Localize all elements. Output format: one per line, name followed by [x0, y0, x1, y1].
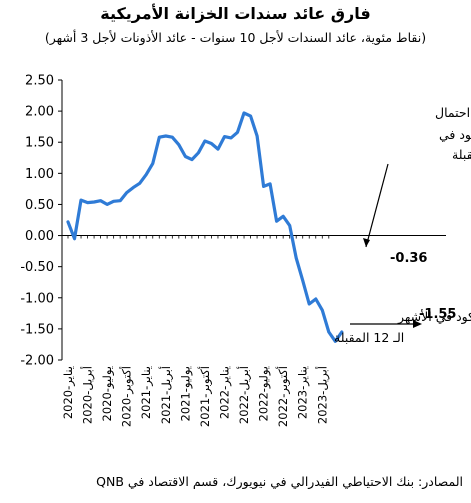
data-label: -1.55	[419, 307, 456, 322]
y-tick-label: 0.50	[25, 198, 54, 213]
y-tick-label: 1.00	[25, 167, 54, 182]
x-tick-label: يناير-2022	[217, 366, 232, 419]
x-tick-label: يناير-2020	[61, 366, 76, 419]
annotation-38-line: 38% احتمال	[435, 105, 471, 120]
x-tick-label: أكتوبر-2020	[119, 366, 135, 427]
annotation-67-line: الـ 12 المقبلة	[334, 330, 404, 345]
axes	[61, 80, 446, 360]
data-label: -0.36	[390, 251, 427, 266]
y-tick-label: -2.00	[20, 354, 54, 369]
y-tick-label: -0.50	[20, 260, 54, 275]
x-tick-label: يوليو-2022	[257, 366, 272, 422]
x-tick-label: أكتوبر-2021	[197, 366, 213, 427]
source-note: المصادر: بنك الاحتياطي الفيدرالي في نيوي…	[96, 474, 463, 489]
annotations: 38% احتمال حدوث ركود في الأشهر الـ 12 المق…	[334, 105, 471, 345]
annotation-67-line: 67% احتمال حدوث ركود في الأشهر	[397, 309, 471, 325]
chart-title: فارق عائد سندات الخزانة الأمريكية	[100, 4, 371, 23]
annotation-67-arrowhead	[413, 320, 422, 328]
chart-subtitle: (نقاط مئوية، عائد السندات لأجل 10 سنوات …	[44, 30, 427, 45]
x-tick-label: يناير-2023	[296, 366, 311, 419]
x-axis-ticks: يناير-2020 أبريل-2020 يوليو-2020 أكتوبر-202…	[61, 235, 330, 427]
annotation-38-line: الأشهر الـ 12 المقبلة	[452, 147, 471, 163]
y-tick-label: 1.50	[25, 136, 54, 151]
x-tick-label: أبريل-2022	[236, 366, 252, 424]
x-tick-label: أبريل-2021	[158, 366, 174, 424]
x-tick-label: أكتوبر-2022	[275, 366, 291, 427]
x-tick-label: يوليو-2020	[100, 366, 115, 422]
y-axis-ticks: 2.50 2.00 1.50 1.00 0.50 0.00 -0.50 -1.00 -1.50 -…	[20, 74, 62, 369]
annotation-38-line: حدوث ركود في	[439, 127, 471, 143]
y-tick-label: -1.50	[20, 322, 54, 337]
x-tick-label: أبريل-2020	[80, 366, 96, 424]
annotation-38-arrowhead	[363, 238, 370, 247]
y-tick-label: 0.00	[25, 229, 54, 244]
y-tick-label: 2.50	[25, 74, 54, 89]
x-tick-label: يناير-2021	[139, 366, 154, 419]
series-line-group	[66, 111, 344, 343]
y-tick-label: 2.00	[25, 105, 54, 120]
x-tick-label: أبريل-2023	[314, 366, 330, 424]
spread-series-line	[66, 111, 344, 343]
annotation-38-arrow	[365, 163, 389, 248]
y-tick-label: -1.00	[20, 291, 54, 306]
x-tick-label: يوليو-2021	[178, 366, 193, 422]
